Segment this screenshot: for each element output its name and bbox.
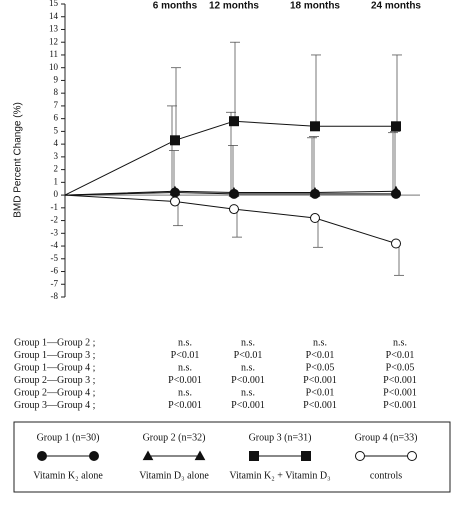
legend-marker: [194, 450, 206, 461]
legend-marker: [355, 451, 365, 461]
table-cell: n.s.: [241, 387, 255, 398]
table-cell: P<0.01: [234, 350, 263, 361]
y-tick-label: 14: [49, 11, 59, 21]
y-tick-label: 6: [54, 113, 59, 123]
legend-marker: [142, 450, 154, 461]
y-tick-label: -3: [51, 227, 59, 237]
y-tick-label: 4: [54, 138, 59, 148]
row-label: Group 2—Group 4 ;: [14, 387, 96, 398]
table-cell: P<0.01: [386, 350, 415, 361]
legend-label: Group 2 (n=32): [143, 432, 206, 443]
point: [391, 238, 401, 249]
y-tick-label: -1: [51, 202, 59, 212]
y-tick-label: 12: [49, 36, 58, 46]
point: [391, 121, 401, 132]
y-tick-label: -4: [51, 240, 59, 250]
legend-label: Group 1 (n=30): [37, 432, 100, 443]
point: [170, 196, 180, 207]
row-label: Group 3—Group 4 ;: [14, 400, 96, 411]
legend-label: Group 4 (n=33): [355, 432, 418, 443]
legend-description: Vitamin D₃ alone: [139, 470, 209, 481]
point: [390, 185, 402, 196]
point: [310, 121, 320, 132]
table-cell: P<0.001: [383, 375, 417, 386]
y-tick-label: 3: [54, 151, 59, 161]
table-cell: n.s.: [313, 337, 327, 348]
legend-marker: [89, 451, 99, 461]
table-cell: n.s.: [178, 387, 192, 398]
y-tick-label: 13: [49, 24, 59, 34]
point: [229, 116, 239, 127]
table-cell: P<0.001: [383, 387, 417, 398]
y-tick-label: 1: [54, 176, 59, 186]
y-tick-label: -7: [51, 278, 59, 288]
table-cell: P<0.001: [168, 375, 202, 386]
legend-marker: [407, 451, 417, 461]
x-category-label: 6 months: [153, 1, 198, 12]
legend-description: controls: [370, 470, 402, 481]
y-tick-label: 15: [49, 0, 59, 8]
table-cell: P<0.001: [303, 375, 337, 386]
y-tick-label: -6: [51, 266, 59, 276]
legend-marker: [301, 451, 311, 461]
row-label: Group 1—Group 4 ;: [14, 362, 96, 373]
y-tick-label: -8: [51, 291, 59, 301]
table-cell: P<0.05: [306, 362, 335, 373]
legend-marker: [37, 451, 47, 461]
row-label: Group 1—Group 2 ;: [14, 337, 96, 348]
point: [170, 135, 180, 146]
table-cell: P<0.001: [303, 400, 337, 411]
legend-label: Group 3 (n=31): [249, 432, 312, 443]
point: [310, 213, 320, 224]
table-cell: n.s.: [178, 337, 192, 348]
row-label: Group 1—Group 3 ;: [14, 350, 96, 361]
y-tick-label: 8: [54, 87, 59, 97]
table-cell: n.s.: [178, 362, 192, 373]
point: [169, 185, 181, 196]
x-category-label: 24 months: [371, 1, 421, 12]
y-tick-label: -2: [51, 215, 59, 225]
y-tick-label: 0: [54, 189, 59, 199]
point: [229, 204, 239, 215]
legend-description: Vitamin K₂ alone: [33, 470, 103, 481]
y-tick-label: 10: [49, 62, 59, 72]
table-cell: n.s.: [393, 337, 407, 348]
legend-box: [13, 421, 451, 493]
table-cell: P<0.01: [306, 387, 335, 398]
point: [309, 187, 321, 197]
table-cell: P<0.001: [383, 400, 417, 411]
table-cell: P<0.05: [386, 362, 415, 373]
series-line: [64, 194, 397, 244]
table-cell: P<0.001: [231, 400, 265, 411]
table-cell: P<0.01: [306, 350, 335, 361]
y-tick-label: -5: [51, 253, 59, 263]
y-tick-label: 11: [49, 49, 58, 59]
y-tick-label: 9: [54, 74, 59, 84]
table-cell: P<0.001: [168, 400, 202, 411]
x-category-label: 12 months: [209, 1, 259, 12]
table-cell: n.s.: [241, 337, 255, 348]
series-line: [64, 120, 396, 196]
y-axis-label: BMD Percent Change (%): [13, 102, 24, 218]
table-cell: n.s.: [241, 362, 255, 373]
y-tick-label: 2: [54, 164, 59, 174]
point: [228, 187, 240, 197]
legend-description: Vitamin K₂ + Vitamin D₃: [229, 470, 330, 481]
table-cell: P<0.001: [231, 375, 265, 386]
y-tick-label: 5: [54, 125, 59, 135]
x-category-label: 18 months: [290, 1, 340, 12]
row-label: Group 2—Group 3 ;: [14, 375, 96, 386]
legend-marker: [249, 451, 259, 461]
y-tick-label: 7: [54, 100, 59, 110]
table-cell: P<0.01: [171, 350, 200, 361]
